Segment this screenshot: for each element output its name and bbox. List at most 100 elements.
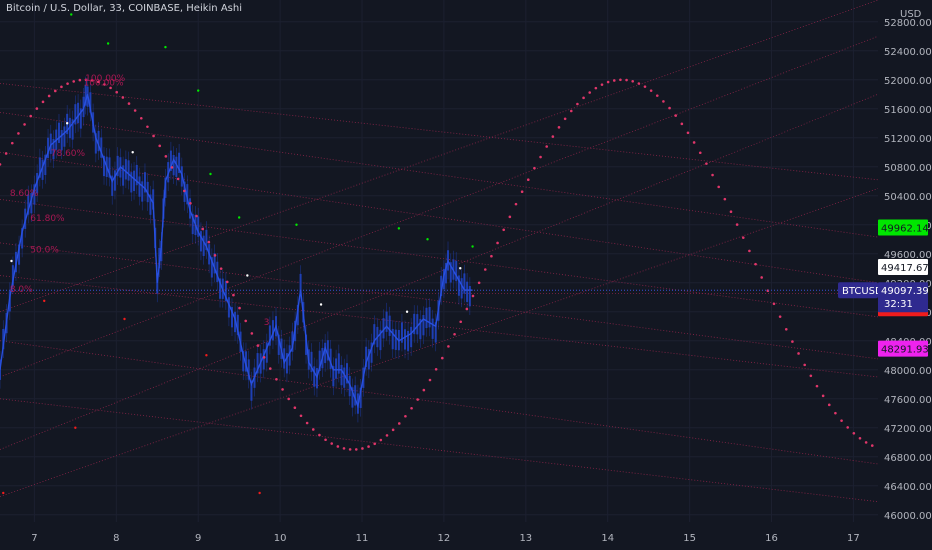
time-tick-label: 14 xyxy=(601,533,614,544)
sine-dot xyxy=(164,155,168,158)
sine-dot xyxy=(735,223,739,226)
sine-dot xyxy=(29,114,33,118)
sine-dot xyxy=(201,227,205,231)
sine-dot xyxy=(483,268,487,271)
sine-wave-dots xyxy=(0,78,874,451)
candle xyxy=(373,324,376,345)
fib-label: 78.60% xyxy=(51,149,86,159)
sine-dot xyxy=(502,228,506,232)
candle xyxy=(33,184,36,205)
candle xyxy=(158,247,161,269)
signal-point xyxy=(74,426,77,429)
candle xyxy=(285,353,288,374)
candle xyxy=(44,154,47,176)
candle xyxy=(77,102,80,124)
sine-dot xyxy=(324,438,327,442)
sine-dot xyxy=(72,80,76,83)
candle xyxy=(156,273,159,294)
price-tick-label: 52800.00 xyxy=(884,18,932,29)
price-tick-label: 46800.00 xyxy=(884,453,932,464)
sine-dot xyxy=(256,344,260,347)
candle xyxy=(135,164,138,186)
signal-point xyxy=(397,227,401,230)
candle xyxy=(247,359,250,380)
sine-dot xyxy=(772,302,776,306)
candle xyxy=(124,159,127,180)
candle xyxy=(449,262,452,283)
signal-point xyxy=(164,45,167,49)
sine-dot xyxy=(612,79,616,82)
time-tick-label: 11 xyxy=(356,533,369,544)
candle xyxy=(60,130,63,151)
sine-dot xyxy=(397,422,401,425)
sine-dot xyxy=(385,434,389,437)
sine-dot xyxy=(225,280,229,284)
candle xyxy=(422,315,425,336)
sine-dot xyxy=(864,441,868,444)
sine-dot xyxy=(520,190,524,194)
sine-dot xyxy=(870,444,874,447)
candle xyxy=(2,328,5,350)
candle xyxy=(18,244,21,265)
candle xyxy=(434,322,437,343)
time-tick-label: 15 xyxy=(683,533,696,544)
candle xyxy=(111,175,114,196)
candle xyxy=(354,385,357,406)
sine-dot xyxy=(275,377,278,381)
sine-dot xyxy=(533,166,536,170)
sine-dot xyxy=(717,185,720,189)
candle xyxy=(191,213,194,235)
candle xyxy=(27,194,30,215)
signal-point xyxy=(405,310,409,313)
candle xyxy=(262,349,265,370)
candle xyxy=(224,280,227,302)
candle xyxy=(30,193,33,214)
candle xyxy=(277,334,280,355)
sine-dot xyxy=(66,82,69,85)
candle xyxy=(404,329,407,350)
candle xyxy=(169,150,172,171)
candle xyxy=(74,104,77,125)
sine-dot xyxy=(379,438,383,442)
candle xyxy=(324,342,327,364)
sine-dot xyxy=(60,85,63,89)
signal-point xyxy=(70,13,73,16)
price-tick-label: 50800.00 xyxy=(884,163,932,174)
sine-dot xyxy=(268,367,272,370)
candle xyxy=(141,181,144,202)
sine-dot xyxy=(490,254,493,258)
sine-dot xyxy=(569,109,573,113)
candle xyxy=(197,216,200,237)
sine-dot xyxy=(152,134,155,138)
candle xyxy=(385,311,388,332)
candle xyxy=(103,155,106,177)
sine-dot xyxy=(90,79,94,82)
price-tick-label: 49600.00 xyxy=(884,250,932,261)
candle xyxy=(149,194,152,215)
candle xyxy=(329,348,332,369)
candle xyxy=(310,351,313,373)
candle xyxy=(271,320,274,341)
price-axis-panel[interactable] xyxy=(878,0,932,550)
candle xyxy=(97,130,100,152)
candle xyxy=(283,348,286,369)
price-tick-label: 50400.00 xyxy=(884,192,932,203)
candle xyxy=(216,261,219,283)
sine-dot xyxy=(293,406,297,409)
sine-dot xyxy=(600,83,604,86)
sine-dot xyxy=(477,281,481,285)
time-axis[interactable]: 7 8 9 10 11 12 13 14 15 16 17 xyxy=(31,533,860,544)
sine-dot xyxy=(791,340,794,343)
candle xyxy=(425,307,428,329)
sine-dot xyxy=(465,307,469,311)
sine-dot xyxy=(109,86,112,90)
candle xyxy=(457,275,460,296)
grid xyxy=(0,0,878,522)
signal-point xyxy=(123,317,126,321)
trend-line xyxy=(0,398,879,503)
candle xyxy=(431,318,434,339)
sine-dot xyxy=(84,78,88,82)
sine-dot xyxy=(10,141,14,145)
fib-label: 100.00% xyxy=(84,79,124,89)
